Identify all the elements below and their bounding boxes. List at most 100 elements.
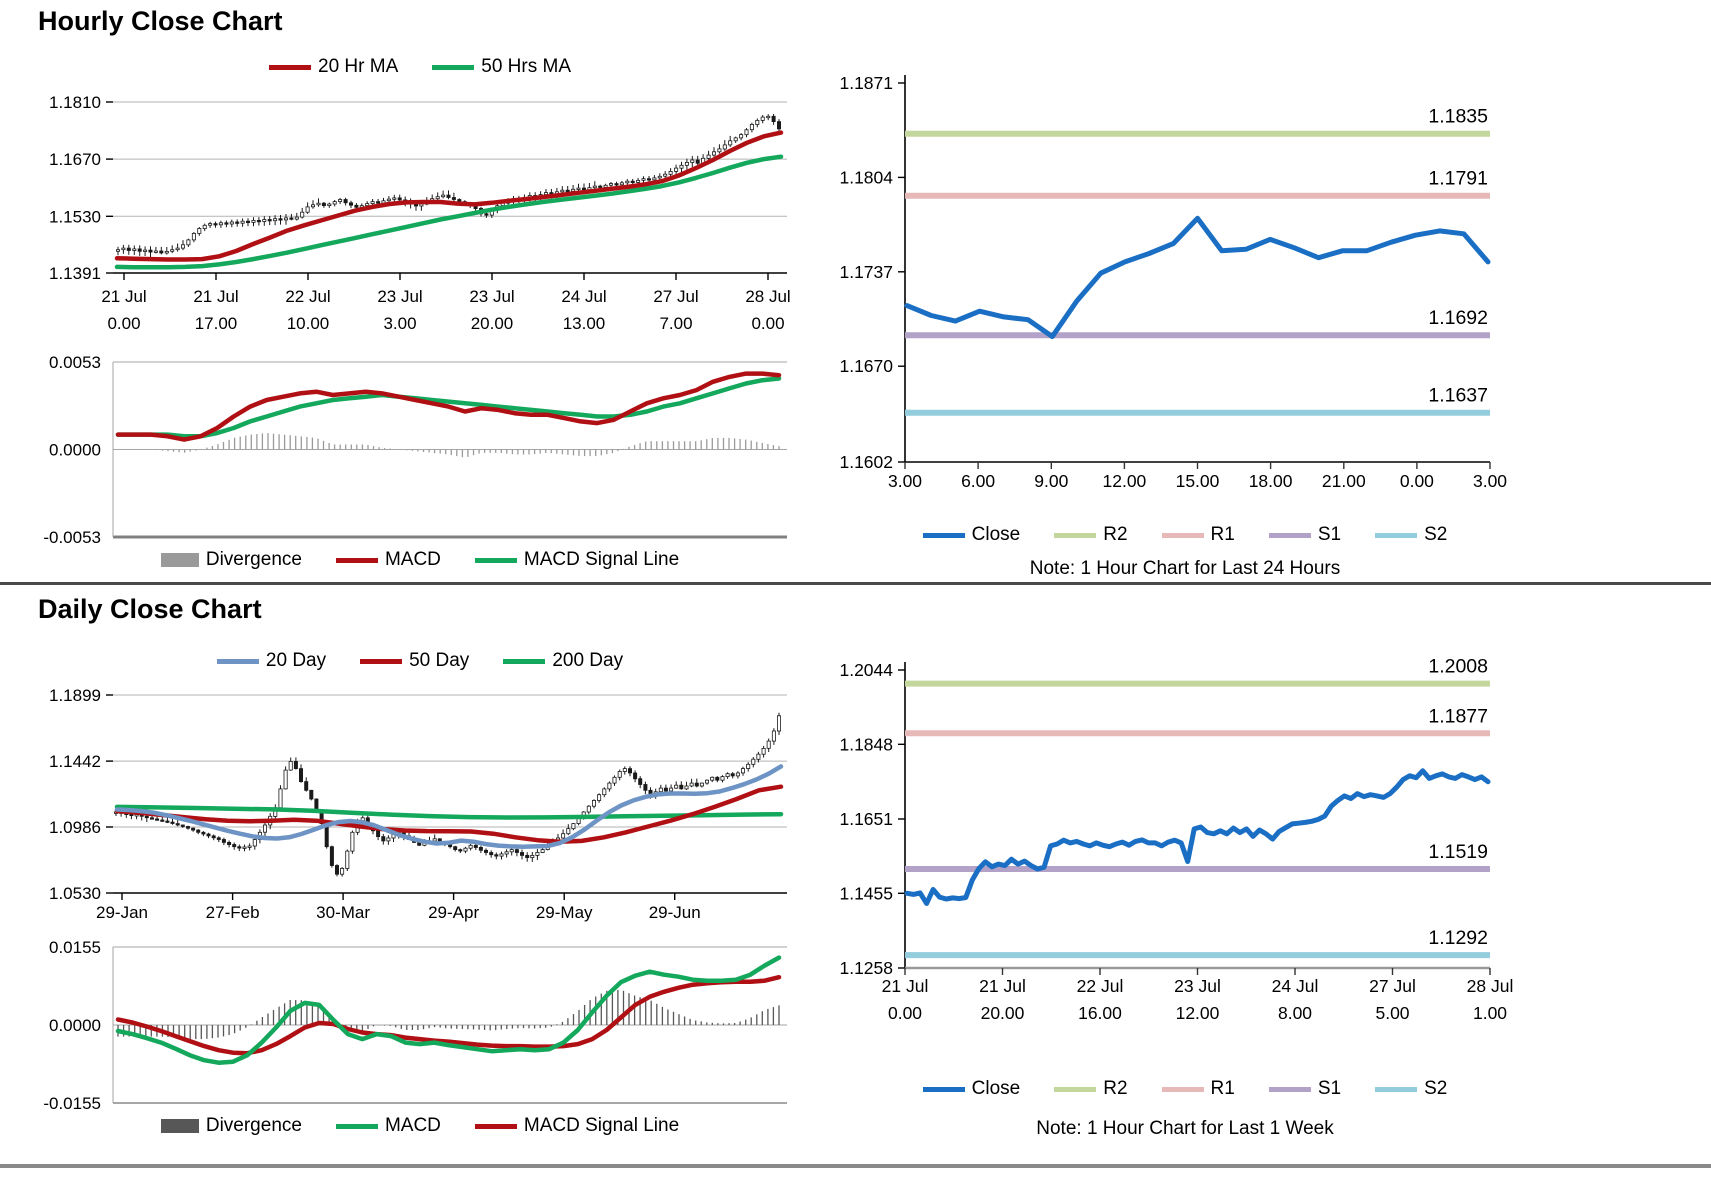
- candle-body: [376, 201, 381, 204]
- candle-body: [749, 124, 754, 131]
- legend-line-swatch: [269, 64, 311, 70]
- candle-body: [201, 831, 206, 835]
- y-tick-label: 1.1651: [839, 809, 893, 829]
- x-tick-label: 27 Jul: [653, 287, 698, 306]
- x-tick-label: 28 Jul: [745, 287, 790, 306]
- candle-body: [576, 187, 581, 190]
- x-tick-label: 13.00: [563, 314, 606, 333]
- candle-body: [180, 244, 185, 249]
- candle-body: [316, 202, 321, 206]
- legend-label: S2: [1424, 1078, 1448, 1099]
- pivot-label-s2: 1.1292: [1428, 927, 1488, 949]
- candle-body: [622, 768, 627, 772]
- macd-signal-line-line: [115, 974, 782, 1056]
- x-tick-label: 21 Jul: [193, 287, 238, 306]
- candle-body: [494, 854, 499, 857]
- legend-item-r2: R2: [1054, 524, 1128, 546]
- candle-body: [211, 835, 216, 839]
- pivot-label-r2: 1.2008: [1428, 656, 1488, 678]
- candle-body: [540, 849, 545, 853]
- pivot-label-s1: 1.1519: [1428, 841, 1488, 863]
- candle-body: [354, 204, 359, 208]
- candle-body: [305, 206, 310, 213]
- legend-label: S1: [1317, 524, 1342, 545]
- candle-body: [262, 219, 267, 222]
- legend-line-swatch: [335, 1123, 378, 1129]
- candle-body: [235, 221, 240, 224]
- legend-line-swatch: [922, 1086, 965, 1092]
- x-tick-label: 12.00: [1176, 1003, 1220, 1023]
- candle-body: [206, 833, 211, 837]
- y-tick-label: 0.0000: [49, 1016, 101, 1035]
- legend-line-swatch: [474, 1123, 517, 1129]
- candle-body: [245, 220, 250, 223]
- 200-day-line: [114, 804, 784, 820]
- hourly-section-title: Hourly Close Chart: [38, 6, 283, 36]
- candle-body: [132, 248, 137, 251]
- candle-body: [458, 849, 463, 852]
- candle-body: [706, 154, 711, 159]
- candle-body: [340, 867, 345, 875]
- candle-body: [251, 219, 256, 223]
- candle-body: [288, 761, 293, 771]
- macd-signal-line-line: [115, 376, 782, 439]
- candle-body: [116, 249, 121, 252]
- candle-body: [144, 815, 149, 819]
- candle-body: [237, 846, 242, 849]
- legend-item-50-day: 50 Day: [360, 650, 469, 672]
- candle-body: [332, 201, 337, 205]
- legend-item-s1: S1: [1268, 1078, 1342, 1100]
- candle-body: [221, 839, 226, 843]
- candle-body: [197, 228, 202, 234]
- candle-body: [468, 844, 473, 849]
- hourly-pivot-note: Note: 1 Hour Chart for Last 24 Hours: [1029, 558, 1341, 579]
- candle-body: [571, 823, 576, 830]
- candle-body: [733, 137, 738, 142]
- x-tick-label: 8.00: [1278, 1003, 1312, 1023]
- legend-item-200-day: 200 Day: [503, 650, 623, 672]
- candle-body: [535, 852, 540, 856]
- candle-body: [191, 232, 196, 241]
- y-tick-label: 1.1848: [839, 734, 893, 754]
- candle-body: [175, 823, 180, 826]
- legend-item-macd-signal-line: MACD Signal Line: [474, 1115, 679, 1137]
- candle-body: [586, 805, 591, 813]
- candle-body: [386, 837, 391, 842]
- candle-body: [483, 849, 488, 853]
- candle-body: [451, 197, 456, 200]
- y-tick-label: 1.1871: [839, 73, 893, 93]
- x-tick-label: 23 Jul: [1174, 976, 1221, 996]
- x-tick-label: 20.00: [471, 314, 514, 333]
- x-tick-label: 6.00: [961, 471, 995, 491]
- candle-body: [663, 173, 668, 177]
- candle-body: [432, 838, 437, 842]
- candle-body: [761, 748, 766, 755]
- legend-line-swatch: [474, 557, 517, 563]
- pivot-label-r1: 1.1791: [1428, 168, 1488, 190]
- legend-item-divergence: Divergence: [160, 1115, 302, 1137]
- candle-body: [304, 781, 309, 791]
- x-tick-label: 17.00: [195, 314, 238, 333]
- candle-body: [603, 184, 608, 188]
- legend-label: S1: [1317, 1078, 1342, 1099]
- candle-body: [242, 846, 247, 849]
- candle-body: [766, 740, 771, 749]
- legend-bar-swatch: [160, 553, 199, 567]
- x-tick-label: 29-May: [536, 903, 593, 922]
- candle-body: [478, 846, 483, 851]
- candle-body: [256, 219, 261, 223]
- legend-item-s2: S2: [1375, 524, 1447, 546]
- x-tick-label: 28 Jul: [1467, 976, 1514, 996]
- candle-body: [283, 769, 288, 790]
- legend-line-swatch: [432, 64, 475, 70]
- candle-body: [690, 159, 695, 163]
- pivot-label-s2: 1.1637: [1428, 385, 1488, 407]
- candle-body: [365, 203, 370, 207]
- candle-body: [310, 204, 315, 208]
- candle-body: [617, 771, 622, 778]
- legend-item-r1: R1: [1161, 1078, 1235, 1100]
- legend-label: 20 Day: [265, 650, 327, 671]
